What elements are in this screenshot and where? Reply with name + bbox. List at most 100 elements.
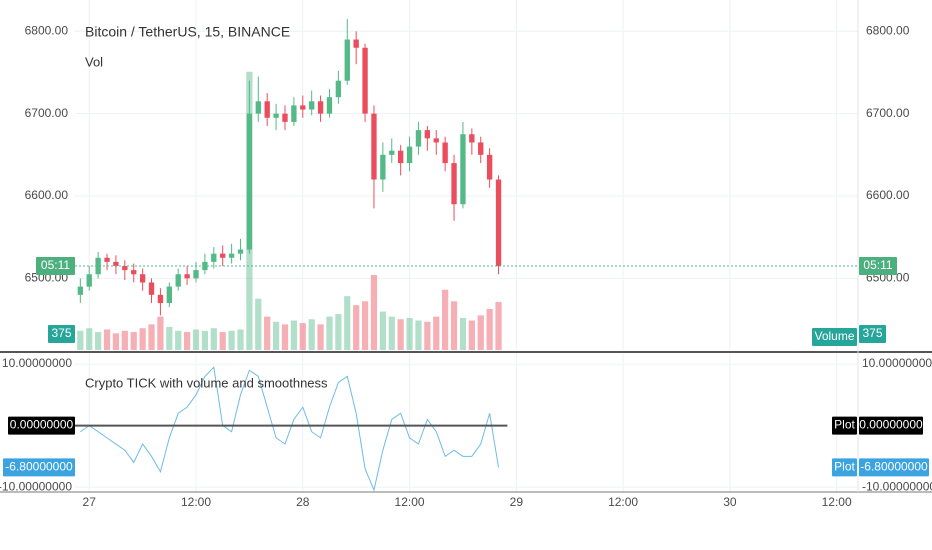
candle-body <box>353 39 359 48</box>
candle-body <box>397 150 404 164</box>
x-tick-label: 30 <box>723 495 737 509</box>
volume-bar <box>486 308 493 350</box>
candle-body <box>104 257 110 262</box>
candle-body <box>291 105 297 122</box>
volume-bar <box>112 333 120 350</box>
x-tick-label: 12:00 <box>181 495 211 509</box>
candle-body <box>486 154 493 180</box>
volume-bar <box>281 324 289 350</box>
volume-bar <box>272 321 280 350</box>
series-name-label: Plot <box>834 418 855 432</box>
hline-label: 0.00000000 <box>10 418 74 432</box>
candle-body <box>406 146 413 164</box>
plot <box>75 18 858 492</box>
volume-bar <box>442 289 449 350</box>
volume-bar <box>130 332 137 350</box>
volume-bar <box>308 319 315 350</box>
volume-name-label: Volume <box>814 329 854 343</box>
candle-body <box>95 257 101 275</box>
volume-title: Vol <box>85 54 103 69</box>
volume-last-label-box <box>859 325 886 343</box>
series-name-label-box <box>832 416 857 435</box>
candle-body <box>317 101 324 114</box>
last-value-label: -6.80000000 <box>860 460 928 474</box>
x-tick-label: 28 <box>296 495 310 509</box>
candle-body <box>282 113 288 122</box>
candle-body <box>380 154 386 180</box>
volume-bar <box>388 316 395 350</box>
countdown-label-box <box>859 257 897 275</box>
y-tick-label: 10.00000000 <box>862 356 932 370</box>
candle-body <box>139 274 146 283</box>
candle-body <box>184 274 190 279</box>
candle-body <box>122 266 128 271</box>
volume-bar <box>86 328 93 350</box>
volume-bar <box>468 320 475 350</box>
candle-body <box>193 270 199 279</box>
candle-body <box>424 130 431 139</box>
y-tick-label: 6600.00 <box>25 188 69 202</box>
y-tick-label: -10.00000000 <box>862 479 932 493</box>
volume-bar <box>139 328 146 350</box>
candle-body <box>220 253 226 258</box>
candle-body <box>495 179 502 266</box>
volume-bar <box>192 329 200 350</box>
volume-bar <box>361 301 369 350</box>
volume-bar <box>370 275 378 350</box>
candle-body <box>300 105 306 110</box>
candle-body <box>255 101 261 114</box>
volume-bar <box>148 324 155 350</box>
y-tick-label: 6800.00 <box>25 23 69 37</box>
candle-body <box>228 253 235 258</box>
hline-label-box <box>859 416 923 435</box>
volume-bar <box>450 301 458 350</box>
volume-last-label: 375 <box>51 326 71 340</box>
volume-bar <box>459 317 467 350</box>
x-tick-label: 12:00 <box>822 495 852 509</box>
volume-bar <box>228 330 235 350</box>
volume-bar <box>353 305 360 350</box>
volume-bar <box>477 315 484 350</box>
candle-body <box>433 138 439 143</box>
indicator-line <box>80 366 500 492</box>
candle-body <box>211 253 217 262</box>
volume-bar <box>335 314 342 350</box>
countdown-label: 05:11 <box>41 258 70 272</box>
candle-body <box>478 142 484 155</box>
volume-bar <box>237 329 244 350</box>
volume-bar <box>317 324 324 350</box>
countdown-label-box <box>36 257 75 275</box>
volume-bar <box>326 316 333 350</box>
y-tick-label: 6700.00 <box>866 106 910 120</box>
volume-bar <box>344 296 351 350</box>
candle-body <box>113 261 119 266</box>
volume-bar <box>255 298 262 350</box>
candle-body <box>273 113 279 118</box>
volume-bar <box>290 320 297 350</box>
candle-body <box>175 274 181 287</box>
candle-body <box>442 142 448 164</box>
volume-last-label: 375 <box>862 326 882 340</box>
candle-body <box>86 274 92 287</box>
volume-bar <box>77 330 84 350</box>
x-tick-label: 29 <box>510 495 524 509</box>
volume-bar <box>183 332 191 350</box>
volume-bar <box>201 330 209 350</box>
volume-bar <box>157 316 164 350</box>
last-value-label-box <box>859 458 929 477</box>
volume-bar <box>424 321 431 350</box>
candle-body <box>77 286 84 295</box>
candle-body <box>166 286 172 304</box>
candle-body <box>389 150 395 155</box>
x-tick-label: 12:00 <box>395 495 425 509</box>
y-tick-label: 6800.00 <box>866 23 910 37</box>
grid <box>75 0 858 492</box>
volume-bar <box>264 316 271 350</box>
volume-bar <box>219 332 226 350</box>
hline-label-box <box>8 416 75 435</box>
volume-bar <box>210 328 217 350</box>
candle-body <box>344 39 350 81</box>
volume-last-label-box <box>48 325 75 343</box>
candle-body <box>237 249 244 254</box>
